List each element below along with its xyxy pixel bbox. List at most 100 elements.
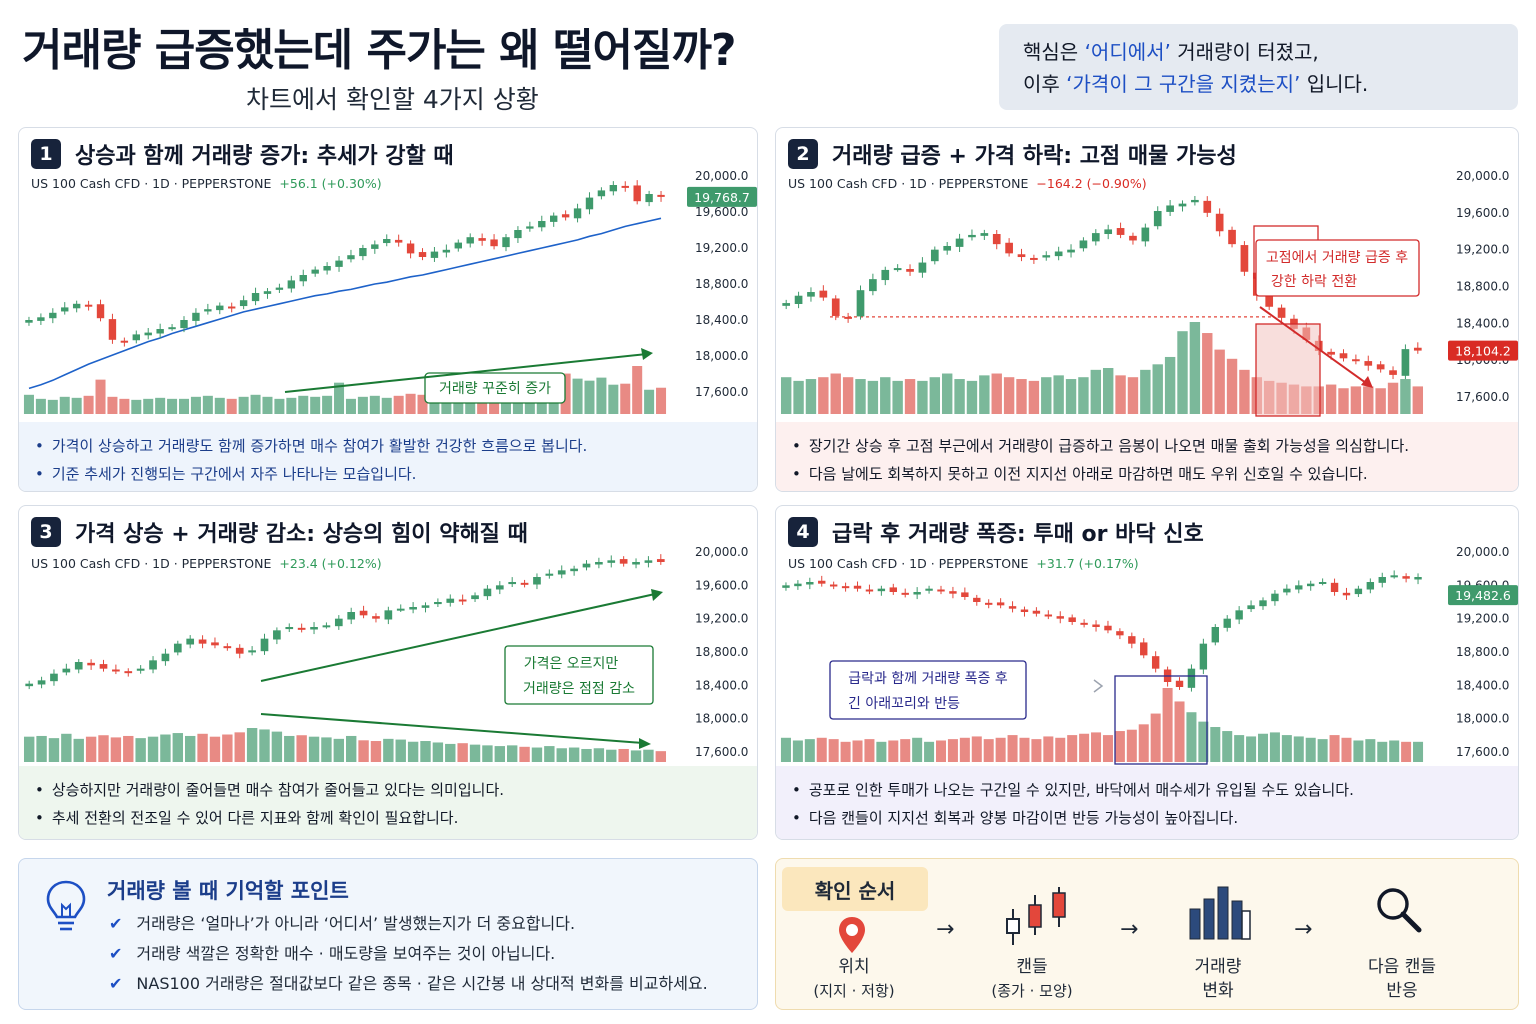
volume-bar xyxy=(1387,382,1399,414)
y-tick-label: 19,600.0 xyxy=(695,205,748,219)
volume-bar xyxy=(830,373,841,414)
y-tick-label: 20,000.0 xyxy=(695,169,748,183)
panel-notes: 가격이 상승하고 거래량도 함께 증가하면 매수 참여가 활발한 건강한 흐름으… xyxy=(19,422,757,491)
candle-body xyxy=(396,608,405,611)
candle-body xyxy=(893,268,902,271)
volume-bar xyxy=(1114,731,1125,762)
candle-body xyxy=(937,589,945,592)
candle-body xyxy=(619,559,628,564)
key-text: 거래량이 터졌고, xyxy=(1170,40,1319,64)
chart-marks: 20,000.0 19,600.0 19,200.0 18,800.0 18,400.0… xyxy=(23,546,748,762)
volume-bar xyxy=(83,395,94,414)
volume-bar xyxy=(912,737,923,762)
volume-bar xyxy=(947,739,958,762)
candle-body xyxy=(483,588,492,597)
candle-body xyxy=(1352,359,1360,362)
symbol-info: US 100 Cash CFD · 1D · PEPPERSTONE +56.1 … xyxy=(31,176,382,191)
y-tick-label: 19,600.0 xyxy=(695,578,748,592)
volume-bar xyxy=(393,395,404,414)
arrow-right-icon: → xyxy=(1294,917,1313,942)
candle-body xyxy=(1116,631,1124,636)
volume-bar xyxy=(1041,377,1052,414)
volume-bar xyxy=(805,379,817,414)
key-highlight: ‘어디에서’ xyxy=(1084,40,1171,64)
candle-body xyxy=(124,671,133,674)
candlestick-chart: 20,000.019,600.019,200.018,800.018,400.0… xyxy=(780,546,1518,765)
y-tick-label: 19,600.0 xyxy=(1456,206,1509,220)
symbol-label: US 100 Cash CFD · 1D · PEPPERSTONE xyxy=(788,556,1029,571)
trend-arrow xyxy=(284,353,648,393)
step-sub: 반응 xyxy=(1386,981,1418,1001)
volume-bar xyxy=(395,739,406,762)
key-text: 핵심은 xyxy=(1023,40,1085,64)
note-item: 다음 날에도 회복하지 못하고 이전 지지선 아래로 마감하면 매도 우위 신호… xyxy=(808,460,1518,488)
volume-bar xyxy=(1115,375,1126,414)
candle-body xyxy=(235,647,244,654)
y-tick-label: 18,000.0 xyxy=(695,349,748,363)
volume-bar xyxy=(209,736,221,762)
candle-body xyxy=(1247,605,1255,610)
candle-body xyxy=(347,612,356,620)
tip-item: ✔ 거래량은 ‘얼마나’가 아니라 ‘어디서’ 발생했는지가 더 중요합니다. xyxy=(109,909,708,939)
candle-body xyxy=(211,642,219,646)
candle-body xyxy=(1044,614,1053,617)
volume-bar xyxy=(119,398,130,414)
volume-bar xyxy=(979,375,990,414)
candle-body xyxy=(607,560,616,563)
volume-bar xyxy=(107,396,118,414)
candle-body xyxy=(156,329,164,334)
panel-title: 거래량 급증 + 가격 하락: 고점 매물 가능성 xyxy=(832,144,1237,169)
candle-body xyxy=(961,592,969,597)
volume-bar xyxy=(1138,724,1149,762)
volume-bar xyxy=(991,373,1002,414)
volume-bar xyxy=(655,751,667,762)
chart-panel-1: 1 상승과 함께 거래량 증가: 추세가 강할 때 US 100 Cash CF… xyxy=(18,127,758,492)
volume-bar xyxy=(581,748,592,762)
candle-body xyxy=(943,245,952,251)
annotation-text: 급락과 함께 거래량 폭증 후 xyxy=(848,671,1008,687)
volume-bar xyxy=(917,380,928,414)
volume-bar xyxy=(900,739,911,762)
volume-bar xyxy=(1140,369,1151,414)
candle-body xyxy=(1067,249,1075,253)
volume-bar xyxy=(1079,733,1090,762)
volume-bar xyxy=(465,393,476,414)
page-subtitle: 차트에서 확인할 4가지 상황 xyxy=(246,85,539,114)
arrow-head xyxy=(1361,376,1373,388)
volume-bar xyxy=(310,396,321,414)
volume-bar xyxy=(1222,731,1233,762)
volume-bar xyxy=(888,740,899,762)
candle-body xyxy=(1366,582,1375,590)
volume-bar xyxy=(643,749,654,762)
volume-bar xyxy=(123,735,134,762)
panel-title: 상승과 함께 거래량 증가: 추세가 강할 때 xyxy=(75,144,454,169)
panel-notes: 장기간 상승 후 고점 부근에서 거래량이 급증하고 음봉이 나오면 매물 출회… xyxy=(776,422,1518,491)
candle-body xyxy=(980,233,989,236)
y-tick-label: 18,400.0 xyxy=(695,678,748,692)
candle-body xyxy=(573,208,582,219)
candle-body xyxy=(782,303,791,306)
volume-bar xyxy=(369,395,380,414)
annotation-divergence: 가격은 오르지만 거래량은 점점 감소 xyxy=(260,589,663,749)
candle-body xyxy=(228,306,236,309)
volume-bar xyxy=(1226,358,1238,414)
volume-bar xyxy=(1375,388,1386,414)
candle-body xyxy=(1235,610,1243,620)
arrow-head xyxy=(651,589,663,601)
step-next-candle: 다음 캔들 반응 xyxy=(1342,955,1462,1003)
candle-body xyxy=(1005,242,1013,254)
candle-body xyxy=(421,605,430,608)
candle-body xyxy=(198,639,207,644)
candle-body xyxy=(1091,233,1100,242)
map-pin-icon xyxy=(839,917,865,953)
candle-body xyxy=(1129,235,1137,241)
candle-body xyxy=(37,317,45,321)
candle-body xyxy=(1104,625,1112,631)
candle-body xyxy=(853,585,862,589)
symbol-info: US 100 Cash CFD · 1D · PEPPERSTONE −164.2… xyxy=(788,176,1147,191)
volume-bar xyxy=(1090,369,1102,414)
volume-bar xyxy=(568,747,580,762)
magnifier-icon xyxy=(1377,888,1422,933)
volume-bar xyxy=(519,746,530,762)
candle-body xyxy=(609,185,618,192)
